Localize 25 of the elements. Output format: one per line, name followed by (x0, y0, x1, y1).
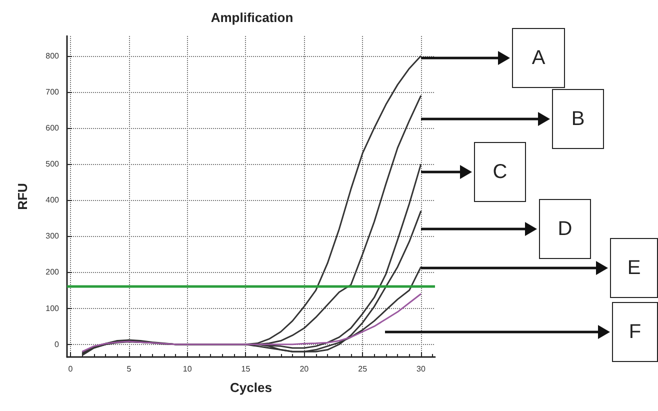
label-box: F (612, 302, 658, 362)
y-tick-label: 800 (46, 51, 60, 60)
x-tick-label: 30 (416, 364, 426, 374)
label-box: B (552, 89, 604, 149)
y-tick-label: 0 (54, 340, 60, 349)
x-tick-label: 10 (182, 364, 192, 374)
y-tick-label: 200 (46, 268, 60, 277)
y-axis-title: RFU (15, 183, 30, 210)
label-box: A (512, 28, 565, 88)
label-box: C (474, 142, 526, 202)
y-tick-label: 600 (46, 123, 60, 132)
y-tick-label: 300 (46, 232, 60, 241)
label-box: E (610, 238, 658, 298)
y-tick-label: 100 (46, 304, 60, 313)
label-box: D (539, 199, 591, 259)
y-tick-label: 400 (46, 196, 60, 205)
x-tick-label: 25 (358, 364, 368, 374)
x-axis-title: Cycles (230, 380, 272, 395)
y-tick-label: 700 (46, 87, 60, 96)
y-tick-label: 500 (46, 160, 60, 169)
x-tick-label: 15 (241, 364, 251, 374)
chart-title: Amplification (210, 10, 294, 25)
x-tick-label: 0 (68, 364, 74, 374)
x-tick-label: 5 (126, 364, 132, 374)
x-tick-label: 20 (300, 364, 310, 374)
